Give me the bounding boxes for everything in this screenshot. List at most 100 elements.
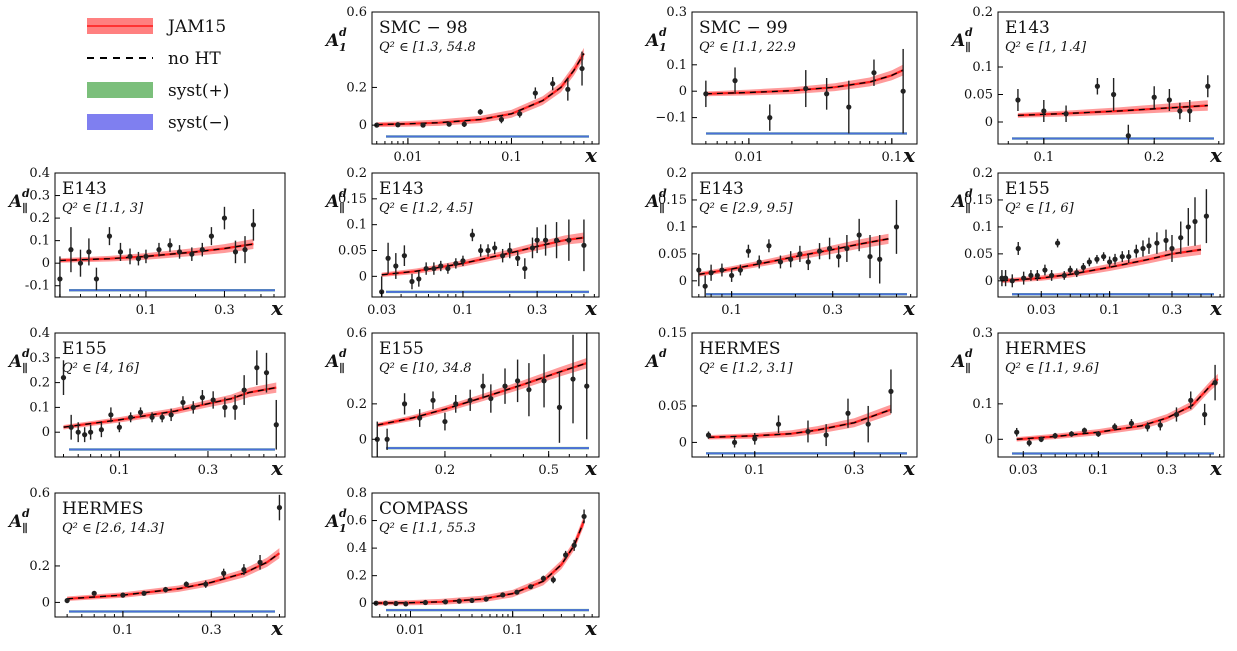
y-tick-label: 0.3 — [972, 326, 993, 341]
x-tick-label: 0.1 — [744, 463, 765, 478]
y-tick-label: 0 — [985, 115, 993, 130]
y-tick-label: 0.2 — [29, 376, 50, 391]
data-point — [696, 253, 702, 287]
data-marker — [540, 575, 547, 582]
data-marker — [221, 570, 227, 576]
data-marker — [756, 259, 762, 265]
data-point — [1086, 257, 1092, 267]
data-marker — [485, 247, 491, 254]
y-tick-label: 0.3 — [29, 351, 50, 366]
data-marker — [1154, 240, 1160, 246]
data-marker — [705, 432, 712, 438]
data-point — [563, 550, 569, 560]
data-marker — [532, 90, 538, 96]
y-axis-subscript: ∥ — [965, 202, 971, 215]
y-tick-label: 0.6 — [346, 514, 367, 529]
data-marker — [1125, 133, 1131, 139]
data-point — [442, 412, 448, 431]
y-tick-label: 0 — [359, 118, 367, 133]
legend-label: JAM15 — [166, 17, 226, 37]
x-axis-label: x — [1209, 296, 1223, 320]
data-point — [430, 391, 436, 410]
data-point — [566, 219, 572, 261]
data-marker — [1015, 97, 1021, 103]
data-marker — [1188, 397, 1194, 403]
data-point — [732, 67, 738, 94]
y-axis-symbol: A — [950, 31, 965, 51]
data-marker — [374, 436, 380, 442]
data-marker — [149, 414, 155, 420]
data-point — [276, 494, 283, 521]
data-marker — [731, 439, 738, 446]
y-tick-label: 0.4 — [29, 326, 50, 341]
legend-swatch — [87, 82, 153, 98]
data-point — [1205, 75, 1211, 98]
data-marker — [1067, 267, 1073, 273]
q2-range-label: Q² ∈ [1.2, 4.5] — [379, 201, 473, 216]
data-marker — [91, 590, 97, 596]
y-axis-subscript: ∥ — [22, 522, 28, 535]
data-marker — [423, 265, 429, 272]
panel: 0.2 0.5 0 0.2 0.6 x A d ∥ E155 Q² ∈ [10, 34.8 — [324, 326, 600, 480]
y-axis-symbol: A — [7, 512, 22, 532]
data-marker — [845, 410, 851, 416]
data-points — [705, 369, 894, 448]
data-point — [127, 248, 133, 265]
data-point — [844, 235, 850, 262]
data-point — [1169, 235, 1175, 262]
data-point — [453, 395, 459, 413]
axes-frame — [691, 172, 918, 298]
y-axis-superscript: d — [339, 187, 347, 200]
data-point — [167, 238, 173, 252]
data-marker — [1212, 380, 1218, 386]
experiment-label: HERMES — [1005, 339, 1087, 359]
data-marker — [514, 378, 521, 384]
no-ht-curve — [705, 69, 904, 95]
data-point — [469, 228, 475, 242]
data-point — [374, 421, 380, 457]
y-tick-label: 0.2 — [346, 80, 367, 95]
data-marker — [865, 421, 871, 427]
data-marker — [221, 215, 228, 221]
experiment-label: SMC − 99 — [699, 18, 788, 38]
y-tick-label: 0.8 — [346, 486, 367, 501]
data-point — [210, 391, 216, 409]
y-axis-symbol: A — [7, 352, 22, 372]
data-point — [1144, 422, 1151, 432]
data-marker — [1068, 431, 1075, 437]
y-axis-superscript: d — [965, 187, 973, 200]
data-point — [1042, 264, 1048, 276]
data-point — [867, 235, 873, 279]
data-marker — [900, 88, 906, 94]
data-point — [1009, 274, 1015, 288]
data-marker — [1128, 420, 1135, 426]
data-point — [1014, 427, 1020, 437]
data-marker — [210, 397, 216, 403]
data-point — [250, 209, 257, 241]
data-marker — [1086, 259, 1092, 265]
data-point — [856, 218, 862, 252]
experiment-label: HERMES — [699, 339, 781, 359]
x-tick-label: 0.1 — [1099, 303, 1120, 318]
panel: 0.1 0.3 0 0.05 0.15 x A d HERMES Q² ∈ [1.2, 3.1] — [644, 326, 918, 480]
data-point — [1163, 229, 1169, 252]
data-marker — [570, 376, 576, 382]
data-marker — [88, 429, 94, 435]
y-axis-superscript: d — [22, 507, 30, 520]
x-tick-label: 0.1 — [109, 463, 130, 478]
data-marker — [732, 78, 738, 84]
data-marker — [1042, 267, 1048, 273]
y-tick-label: 0.3 — [29, 189, 50, 204]
data-point — [395, 122, 401, 128]
data-marker — [385, 255, 391, 261]
data-marker — [797, 251, 803, 257]
q2-range-label: Q² ∈ [1.1, 22.9 — [699, 40, 796, 55]
data-marker — [1015, 245, 1021, 252]
data-marker — [1002, 275, 1009, 281]
data-point — [98, 422, 104, 438]
data-point — [1107, 256, 1113, 268]
experiment-label: E143 — [699, 179, 744, 199]
data-point — [502, 368, 508, 404]
y-tick-label: 0.05 — [658, 399, 687, 414]
